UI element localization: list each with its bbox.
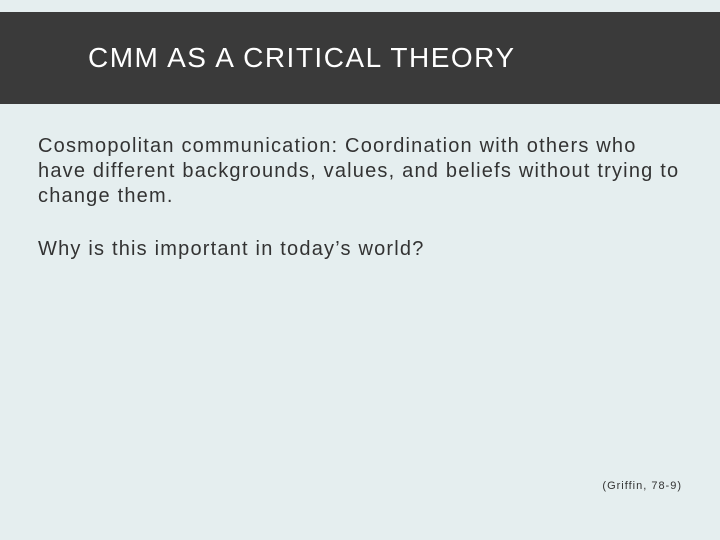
- slide-title: CMM AS A CRITICAL THEORY: [88, 42, 516, 74]
- slide: CMM AS A CRITICAL THEORY Cosmopolitan co…: [0, 0, 720, 540]
- body-paragraph-2: Why is this important in today’s world?: [38, 237, 682, 262]
- slide-body-area: Cosmopolitan communication: Coordination…: [38, 134, 682, 290]
- citation-text: (Griffin, 78-9): [602, 480, 682, 492]
- body-paragraph-1: Cosmopolitan communication: Coordination…: [38, 134, 682, 209]
- title-band: CMM AS A CRITICAL THEORY: [0, 12, 720, 104]
